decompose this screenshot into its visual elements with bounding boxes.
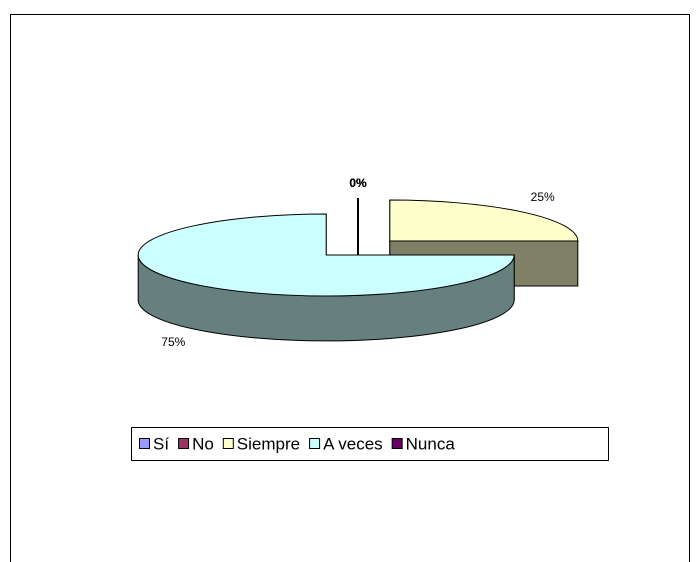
legend-label: Sí	[153, 434, 169, 453]
legend-label: No	[192, 434, 214, 453]
data-label: 25%	[531, 190, 555, 204]
legend-box	[131, 427, 609, 461]
data-label: 0%	[349, 176, 367, 190]
legend: Sí No Siempre A veces Nunca	[131, 427, 609, 461]
legend-swatch	[222, 438, 234, 449]
legend-swatch	[391, 438, 403, 449]
slice	[137, 213, 515, 342]
legend-swatch	[309, 438, 321, 449]
legend-label: A veces	[323, 434, 383, 453]
legend-label: Nunca	[406, 434, 456, 453]
chart-border	[10, 14, 690, 562]
data-label: 75%	[161, 335, 185, 349]
legend-swatch	[178, 438, 190, 449]
legend-label: Siempre	[237, 434, 300, 453]
slice-top	[389, 199, 579, 242]
data-label: 0%	[349, 176, 367, 190]
pie: 0%0%25%75%0%	[137, 176, 579, 349]
legend-swatch	[139, 438, 150, 449]
data-label: 0%	[349, 176, 367, 190]
slice-top	[137, 213, 515, 297]
